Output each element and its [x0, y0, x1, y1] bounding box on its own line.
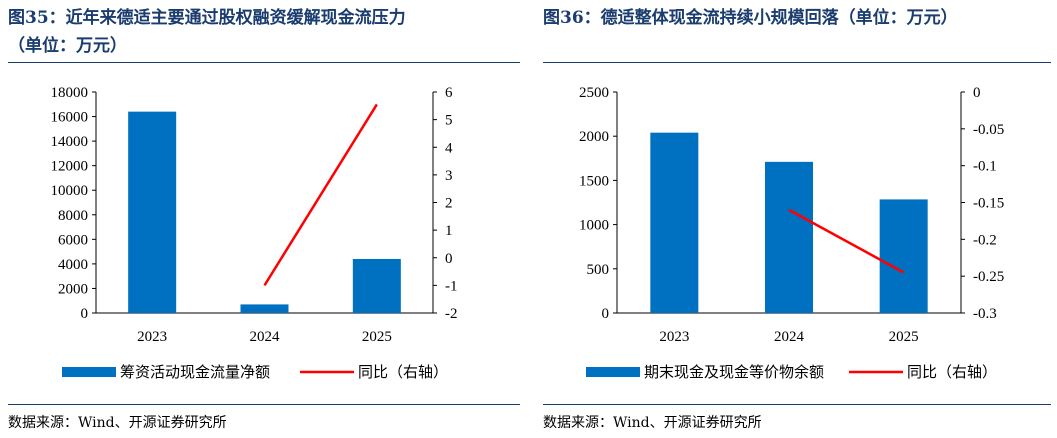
left-y-tick-label: 4000	[58, 257, 88, 273]
right-y-tick-label: 4	[445, 140, 453, 156]
right-y-tick-label: -0.05	[973, 122, 1004, 138]
x-tick-label: 2023	[137, 329, 167, 345]
x-tick-label: 2023	[659, 329, 689, 345]
left-top-rule	[8, 62, 520, 63]
right-y-tick-label: -2	[445, 306, 458, 322]
left-y-tick-label: 8000	[58, 208, 88, 224]
left-y-tick-label: 0	[81, 306, 89, 322]
right-y-tick-label: 1	[445, 223, 453, 239]
bar	[879, 199, 928, 313]
left-chart-title: 图35：近年来德适主要通过股权融资缓解现金流压力 （单位：万元）	[8, 4, 406, 60]
bar	[765, 161, 813, 313]
left-y-tick-label: 1500	[579, 173, 609, 189]
left-y-tick-label: 2000	[579, 129, 609, 145]
right-y-tick-label: -0.25	[973, 269, 1004, 285]
legend-line-label: 同比（右轴）	[358, 364, 448, 381]
left-y-tick-label: 18000	[51, 85, 89, 101]
left-y-tick-label: 2000	[58, 281, 88, 297]
left-y-tick-label: 10000	[51, 183, 89, 199]
right-bottom-rule	[543, 404, 1051, 405]
right-y-tick-label: 0	[445, 251, 453, 267]
right-title-line1: 图36：德适整体现金流持续小规模回落（单位：万元）	[543, 8, 958, 28]
left-title-line2: （单位：万元）	[8, 36, 127, 56]
x-tick-label: 2025	[889, 329, 919, 345]
yoy-line	[263, 103, 378, 287]
legend-bar-label: 筹资活动现金流量净额	[120, 364, 270, 381]
left-y-tick-label: 6000	[58, 232, 88, 248]
right-y-tick-label: 2	[445, 196, 453, 212]
bar	[240, 304, 289, 313]
right-y-tick-label: -1	[445, 278, 458, 294]
x-tick-label: 2024	[250, 329, 281, 345]
left-y-tick-label: 16000	[51, 110, 89, 126]
right-top-rule	[543, 62, 1051, 63]
legend-bar-label: 期末现金及现金等价物余额	[644, 363, 824, 381]
yoy-line	[788, 208, 905, 274]
left-y-tick-label: 14000	[51, 134, 89, 150]
right-y-tick-label: 6	[445, 85, 453, 101]
left-y-tick-label: 2500	[579, 85, 609, 101]
right-y-tick-label: -0.1	[973, 159, 997, 175]
right-chart-title: 图36：德适整体现金流持续小规模回落（单位：万元）	[543, 4, 958, 32]
right-y-tick-label: 0	[973, 85, 981, 101]
x-tick-label: 2025	[362, 329, 392, 345]
left-chart: 0 2000 4000 6000 8000 10000 12000 14000 16000 180…	[51, 85, 458, 381]
left-y-tick-label: 12000	[51, 159, 89, 175]
legend-bar-swatch	[586, 367, 640, 377]
bar	[352, 258, 401, 313]
left-source: 数据来源：Wind、开源证券研究所	[8, 415, 227, 431]
right-chart: 0 500 1000 1500 2000 2500 -0.3 -0.25 -0.2 -0.15 -0…	[579, 85, 1004, 381]
bar	[650, 132, 699, 313]
right-y-tick-label: 5	[445, 113, 453, 129]
right-y-tick-label: -0.3	[973, 306, 997, 322]
left-y-tick-label: 1000	[579, 218, 609, 234]
x-tick-label: 2024	[774, 329, 805, 345]
left-y-tick-label: 0	[602, 306, 610, 322]
right-source: 数据来源：Wind、开源证券研究所	[543, 415, 762, 431]
left-bottom-rule	[8, 404, 520, 405]
right-y-tick-label: 3	[445, 168, 453, 184]
legend-line-label: 同比（右轴）	[907, 364, 997, 381]
legend-bar-swatch	[62, 367, 116, 377]
left-y-tick-label: 500	[587, 262, 610, 278]
left-title-line1: 图35：近年来德适主要通过股权融资缓解现金流压力	[8, 8, 406, 28]
bar	[128, 111, 177, 313]
right-y-tick-label: -0.15	[973, 196, 1004, 212]
right-y-tick-label: -0.2	[973, 232, 997, 248]
